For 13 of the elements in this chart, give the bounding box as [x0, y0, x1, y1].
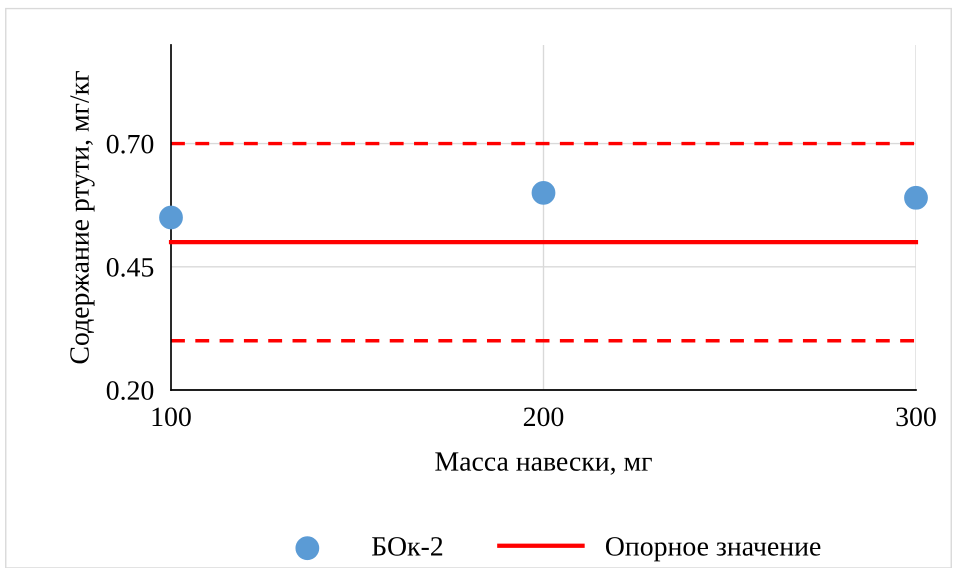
- point: [159, 206, 183, 230]
- y-tick-label: 0.20: [106, 381, 154, 400]
- x-axis-title: Масса навески, мг: [435, 452, 652, 475]
- x-tick-label: 100: [152, 407, 191, 426]
- y-axis-title: Содержание ртути, мг/кг: [70, 71, 95, 364]
- point: [532, 180, 556, 205]
- x-tick-label: 300: [896, 407, 936, 426]
- y-tick-label: 0.45: [106, 258, 154, 277]
- x-tick-label: 200: [524, 407, 564, 426]
- legend-label: Опорное значение: [606, 537, 820, 562]
- point: [904, 186, 928, 210]
- y-tick-label: 0.70: [106, 134, 154, 154]
- legend-label: БОк-2: [372, 537, 442, 556]
